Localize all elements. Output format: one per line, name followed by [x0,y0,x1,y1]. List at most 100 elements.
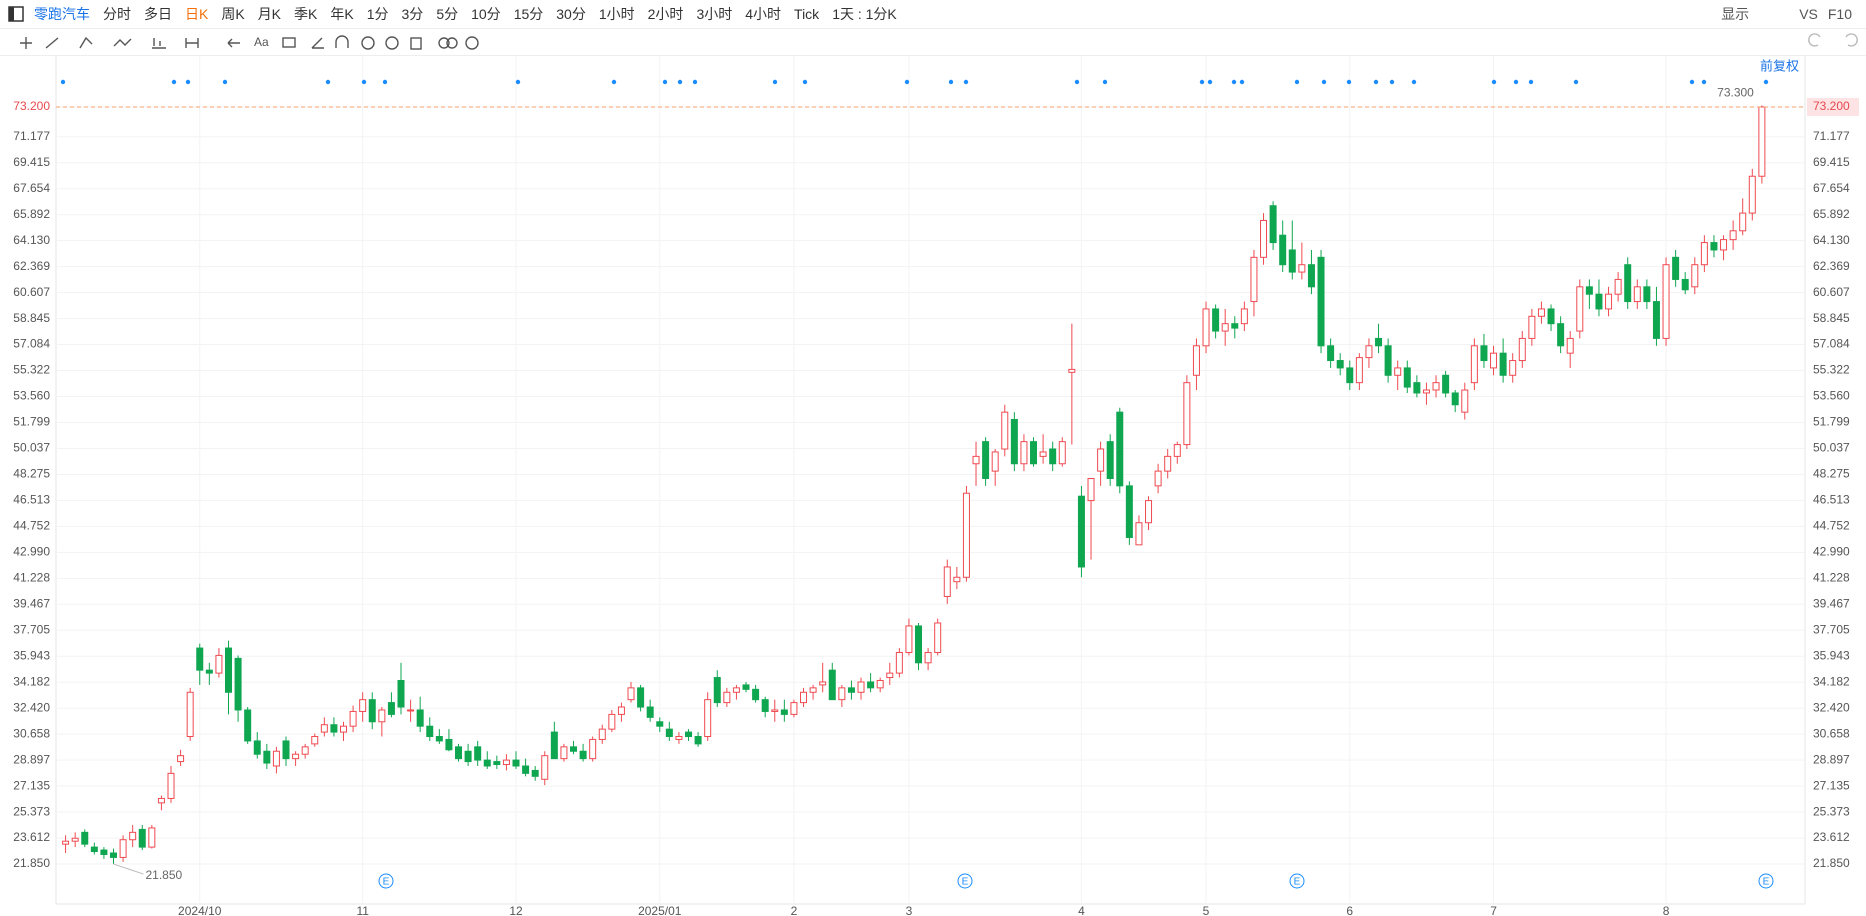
event-dot[interactable] [948,79,954,85]
adjust-label[interactable]: 前复权 [1760,58,1799,73]
candle-body [1058,441,1066,465]
period-tab[interactable]: 3小时 [696,6,733,22]
redo[interactable] [1845,33,1858,47]
candle-body [1154,470,1162,487]
y-tick-label: 69.415 [13,155,50,169]
period-tab[interactable]: 多日 [144,6,172,22]
period-tab[interactable]: 分时 [103,6,131,22]
event-dot[interactable] [1207,79,1213,85]
period-tab[interactable]: 季K [294,6,318,22]
event-dot[interactable] [662,79,668,85]
period-select[interactable]: 1天 : 1分K [832,6,897,22]
stock-name[interactable]: 零跑汽车 [34,6,90,22]
event-dot[interactable] [185,79,191,85]
event-dot[interactable] [904,79,910,85]
note-tool[interactable] [282,37,296,48]
event-dot[interactable] [222,79,228,85]
text-tool[interactable]: Aa [254,35,269,49]
event-dot[interactable] [1231,79,1237,85]
period-tab[interactable]: 2小时 [647,6,684,22]
earnings-marker[interactable] [1758,873,1774,889]
period-tab[interactable]: 周K [221,6,245,22]
event-dot[interactable] [1199,79,1205,85]
candle-body [1039,451,1047,457]
x-tick-label: 12 [509,904,523,916]
y-tick-label: 71.177 [13,129,50,143]
event-dot[interactable] [60,79,66,85]
period-tab[interactable]: 年K [330,6,354,22]
earnings-marker[interactable] [1289,873,1305,889]
event-dot[interactable] [1373,79,1379,85]
event-dot[interactable] [772,79,778,85]
y-tick-label: 23.612 [1813,830,1850,844]
settings-tool[interactable] [465,36,479,50]
event-dot[interactable] [1346,79,1352,85]
period-tab[interactable]: 1分 [366,6,389,22]
event-dot[interactable] [802,79,808,85]
candle-body [455,746,463,760]
event-dot[interactable] [515,79,521,85]
event-dot[interactable] [1074,79,1080,85]
event-dot[interactable] [611,79,617,85]
event-dot[interactable] [1389,79,1395,85]
event-dot[interactable] [361,79,367,85]
hide-tool[interactable] [385,36,399,50]
event-dot[interactable] [1491,79,1497,85]
earnings-marker[interactable] [378,873,394,889]
event-dot[interactable] [1513,79,1519,85]
event-dot[interactable] [1321,79,1327,85]
compare-tool[interactable] [438,37,450,49]
right-tool[interactable]: F10 [1827,6,1852,22]
event-dot[interactable] [1102,79,1108,85]
period-tab[interactable]: 4小时 [745,6,782,22]
event-dot[interactable] [1689,79,1695,85]
delete-tool[interactable] [410,37,422,50]
period-tab[interactable]: 15分 [513,6,544,22]
line-tool[interactable] [45,37,59,49]
candle-body [1432,382,1440,391]
sidebar-icon[interactable] [6,4,28,24]
period-tab[interactable]: 5分 [436,6,459,22]
event-dot[interactable] [382,79,388,85]
event-dot[interactable] [1239,79,1245,85]
event-dot[interactable] [1528,79,1534,85]
event-dot[interactable] [1294,79,1300,85]
period-tab[interactable]: 10分 [471,6,501,22]
measure-tool[interactable] [185,38,199,48]
event-dot[interactable] [325,79,331,85]
y-tick-label: 73.200 [1813,99,1850,113]
magnet-tool[interactable] [335,35,349,48]
event-dot[interactable] [677,79,683,85]
period-tab[interactable]: Tick [794,6,820,22]
event-dot[interactable] [1573,79,1579,85]
y-tick-label: 46.513 [1813,493,1850,507]
period-tab[interactable]: 月K [257,6,282,22]
period-tab[interactable]: 30分 [556,6,586,22]
y-tick-label: 67.654 [13,181,50,195]
y-tick-label: 42.990 [1813,545,1850,559]
wave-tool[interactable] [113,38,132,47]
channel-tool[interactable] [79,36,93,49]
arrow-tool[interactable] [227,38,240,48]
event-dot[interactable] [1701,79,1707,85]
move-tool[interactable] [20,37,32,49]
right-tool[interactable]: VS [1799,6,1818,22]
angle-tool[interactable] [311,37,324,49]
event-dot[interactable] [1411,79,1417,85]
event-dot[interactable] [1763,79,1769,85]
eye-tool[interactable] [361,36,375,50]
event-dot[interactable] [692,79,698,85]
period-tab[interactable]: 1小时 [598,6,635,22]
fib-tool[interactable] [152,38,166,49]
earnings-marker[interactable] [957,873,973,889]
period-tab[interactable]: 3分 [401,6,424,22]
event-dot[interactable] [171,79,177,85]
right-tools: 显示 VS F10 [1721,0,1852,28]
candle-body [502,759,510,766]
candle-body [1758,106,1766,177]
undo[interactable] [1808,33,1821,47]
event-dot[interactable] [963,79,969,85]
period-tab[interactable]: 日K [185,6,209,22]
candle-body [1365,345,1373,359]
right-tool[interactable]: 显示 [1721,6,1750,22]
